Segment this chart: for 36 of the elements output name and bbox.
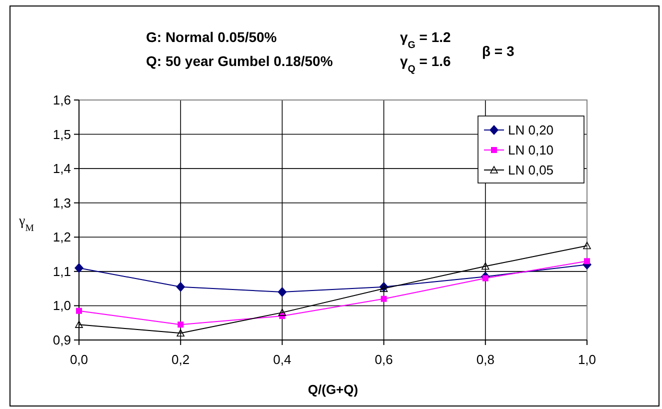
point	[76, 308, 82, 314]
y-tick-label: 1,3	[52, 195, 71, 210]
point	[278, 308, 286, 316]
text: γ$_{G}$ = 1.2	[400, 29, 452, 50]
legend-label: LN 0,20	[508, 122, 554, 138]
y-tick-label: 1,2	[52, 230, 71, 245]
y-tick-label: 1,5	[52, 126, 71, 142]
y-tick-label: 1,0	[52, 298, 71, 314]
x-tick-label: 0,4	[273, 352, 292, 367]
y-tick-label: 1,6	[52, 92, 71, 108]
x-axis-title: Q/(G+Q)	[308, 382, 358, 397]
chart-subtitle: Q: 50 year Gumbel 0.18/50%	[146, 53, 334, 69]
x-tick-label: 0,2	[172, 352, 190, 367]
point	[584, 258, 590, 264]
point	[75, 320, 83, 328]
point	[380, 284, 388, 292]
y-tick-label: 1,1	[52, 264, 71, 279]
legend-label: LN 0,05	[508, 162, 554, 178]
y-axis-title: γ$_{M}$	[18, 214, 34, 234]
point	[178, 322, 184, 328]
legend-label: LN 0,10	[508, 142, 554, 158]
y-tick-label: 0,9	[52, 332, 71, 348]
x-tick-label: 0,6	[374, 352, 393, 367]
point	[176, 282, 186, 292]
point	[278, 287, 287, 297]
text: γ$_{Q}$ = 1.6	[400, 53, 452, 74]
x-tick-label: 1,0	[578, 352, 596, 367]
chart-title: G: Normal 0.05/50%	[146, 29, 278, 45]
point	[380, 296, 387, 302]
y-tick-label: 1,4	[52, 161, 71, 176]
text: β = 3	[482, 43, 514, 59]
point	[583, 242, 591, 250]
x-tick-label: 0,8	[476, 352, 494, 367]
point	[176, 329, 184, 337]
point	[482, 262, 490, 270]
x-tick-label: 0,0	[70, 352, 88, 367]
